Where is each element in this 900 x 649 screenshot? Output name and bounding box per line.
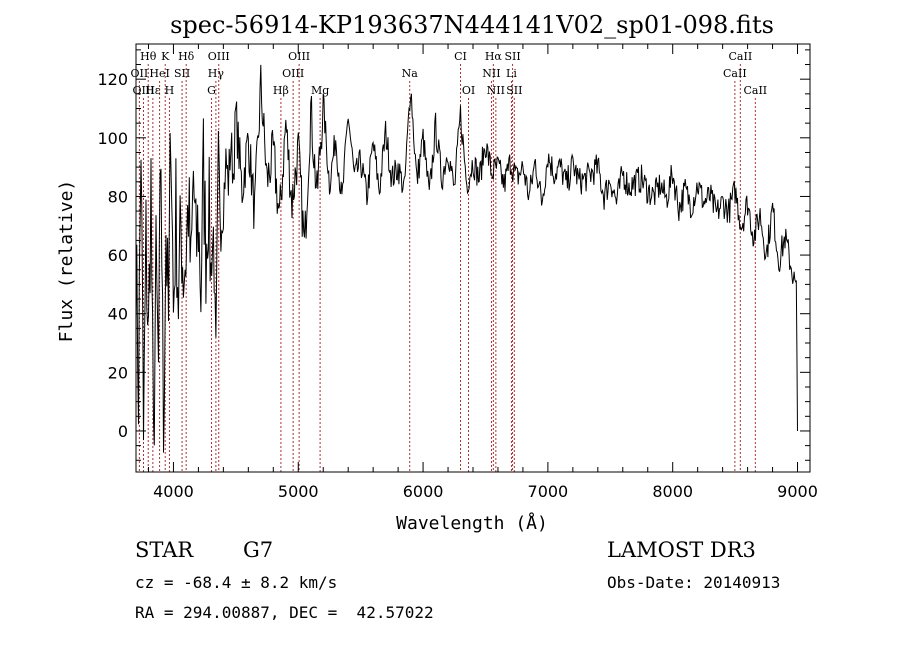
line-label: Na: [402, 67, 419, 80]
y-tick-label: 100: [97, 129, 128, 148]
line-label: SII: [506, 84, 522, 97]
line-label: SII: [504, 50, 520, 63]
line-label: Hθ: [140, 50, 157, 63]
y-tick-label: 80: [108, 187, 128, 206]
axes: 4000 5000 6000 7000 8000 9000 0 20 40 60 80 100 120: [97, 43, 818, 501]
spectrum-line: [135, 64, 798, 453]
x-axis-label: Wavelength (Å): [396, 512, 548, 534]
line-label: Hγ: [208, 67, 225, 80]
line-label: Hα: [485, 50, 503, 63]
line-label: NII: [487, 84, 505, 97]
y-tick-label: 60: [108, 246, 128, 265]
line-label: G: [207, 84, 216, 97]
spectrum-series: [135, 64, 798, 453]
observation-date: Obs-Date: 20140913: [607, 573, 781, 592]
line-label: K: [161, 50, 170, 63]
survey-name: LAMOST DR3: [607, 538, 756, 562]
subclass: G7: [243, 538, 274, 562]
line-label: CaII: [729, 50, 753, 63]
line-label: H: [165, 84, 175, 97]
x-tick-label: 6000: [403, 482, 444, 501]
line-label: Hδ: [178, 50, 195, 63]
line-label: NII: [482, 67, 500, 80]
line-label: Hε: [145, 84, 161, 97]
line-label: CI: [454, 50, 467, 63]
line-label: Mg: [311, 84, 329, 97]
y-tick-label: 120: [97, 70, 128, 89]
line-label: OII: [131, 67, 149, 80]
ra-dec-coordinates: RA = 294.00887, DEC = 42.57022: [135, 603, 434, 622]
line-label: Li: [506, 67, 517, 80]
chart-title: spec-56914-KP193637N444141V02_sp01-098.f…: [170, 11, 774, 39]
line-label: Hβ: [273, 84, 289, 97]
redshift-cz: cz = -68.4 ± 8.2 km/s: [135, 573, 338, 592]
x-tick-label: 4000: [153, 482, 194, 501]
line-label: OIII: [282, 67, 304, 80]
line-label: CaII: [723, 67, 747, 80]
y-tick-label: 0: [118, 422, 128, 441]
line-label: OI: [462, 84, 475, 97]
line-label: CaII: [743, 84, 767, 97]
x-tick-label: 8000: [652, 482, 693, 501]
line-label: OIII: [288, 50, 310, 63]
y-axis-label: Flux (relative): [56, 180, 77, 343]
line-label: OIII: [208, 50, 230, 63]
y-tick-label: 20: [108, 363, 128, 382]
x-tick-label: 7000: [528, 482, 569, 501]
line-label: HeI: [149, 67, 169, 80]
line-label: SII: [174, 67, 190, 80]
y-tick-label: 40: [108, 305, 128, 324]
x-tick-label: 9000: [777, 482, 818, 501]
object-class: STAR: [135, 538, 194, 562]
x-tick-label: 5000: [278, 482, 319, 501]
